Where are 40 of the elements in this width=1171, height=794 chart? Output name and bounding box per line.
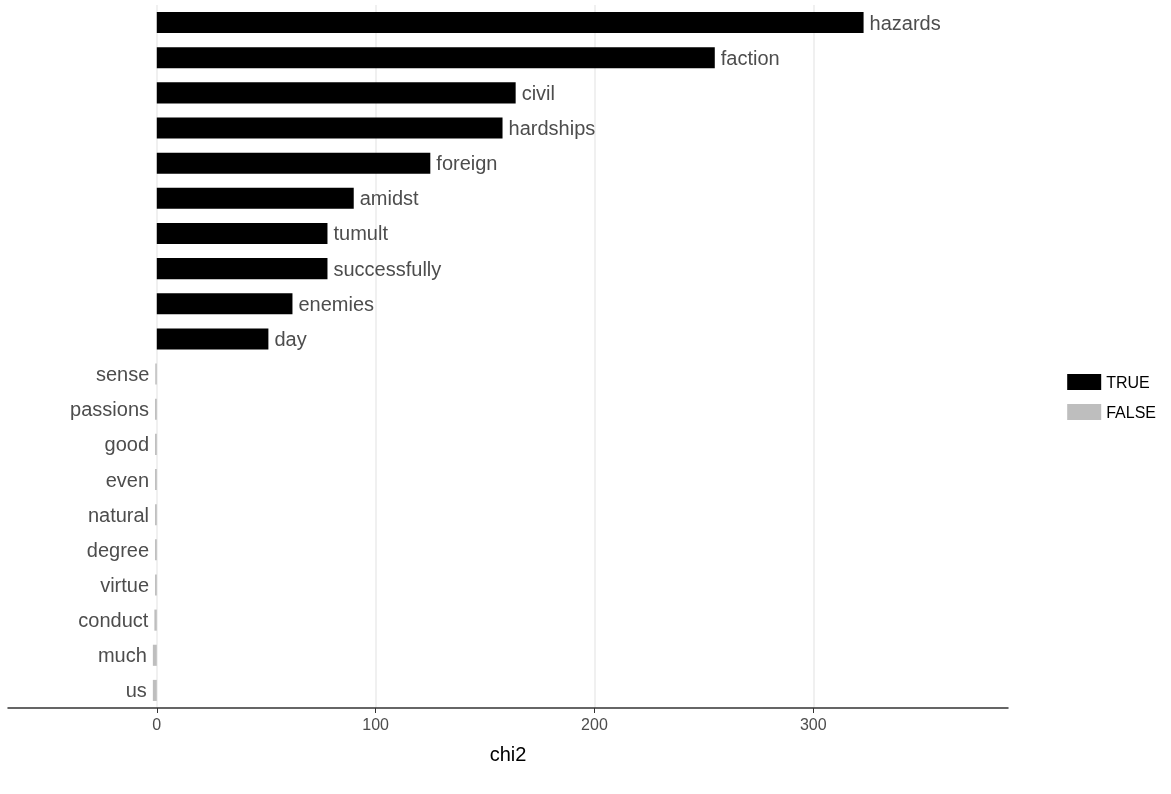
x-tick-label: 200 xyxy=(581,715,608,733)
bar xyxy=(156,222,328,245)
y-tick-label: good xyxy=(104,433,150,456)
y-tick-label: passions xyxy=(70,398,150,421)
y-tick-label: hazards xyxy=(869,11,941,34)
bar xyxy=(154,609,157,631)
bar xyxy=(156,293,293,315)
y-tick-label: sense xyxy=(95,363,150,386)
legend-label: FALSE xyxy=(1106,403,1157,421)
x-tick-label: 0 xyxy=(152,715,162,733)
bar xyxy=(152,644,157,666)
y-tick-label: successfully xyxy=(333,257,442,280)
y-tick-label: civil xyxy=(521,81,555,104)
y-tick-label: day xyxy=(274,327,307,350)
y-tick-label: us xyxy=(125,679,147,702)
y-tick-label: enemies xyxy=(298,292,375,315)
x-axis-title: chi2 xyxy=(489,743,527,765)
bar xyxy=(156,258,328,280)
y-tick-label: much xyxy=(97,644,147,667)
bar xyxy=(152,679,157,701)
y-tick-label: virtue xyxy=(100,573,150,596)
bar xyxy=(156,152,431,174)
y-tick-label: foreign xyxy=(436,152,498,175)
bar xyxy=(156,117,503,139)
bar xyxy=(156,187,354,209)
bar xyxy=(156,12,864,34)
legend-label: TRUE xyxy=(1106,373,1150,391)
x-tick-label: 300 xyxy=(799,715,827,733)
y-tick-label: conduct xyxy=(78,609,149,632)
y-tick-label: amidst xyxy=(359,187,420,210)
y-tick-label: tumult xyxy=(333,222,389,245)
x-tick-label: 100 xyxy=(362,715,390,733)
bar xyxy=(156,328,269,350)
bar xyxy=(156,47,715,69)
y-tick-label: hardships xyxy=(508,117,596,140)
y-tick-label: degree xyxy=(86,538,150,561)
y-tick-label: even xyxy=(105,468,150,491)
bar xyxy=(156,82,516,104)
y-tick-label: natural xyxy=(87,503,150,526)
y-tick-label: faction xyxy=(720,46,780,69)
